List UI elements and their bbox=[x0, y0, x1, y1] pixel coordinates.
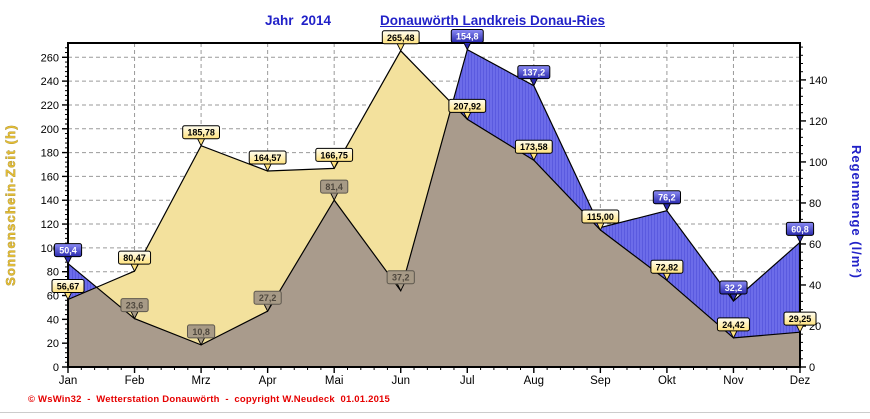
month-label: Nov bbox=[723, 375, 744, 387]
right-tick-label: 0 bbox=[809, 362, 815, 374]
axis-titles: Sonnenschein-Zeit (h) Regenmenge (l/m²) bbox=[3, 124, 864, 286]
data-label: 50,4 bbox=[59, 246, 77, 256]
axis-x: Jan Feb Mrz Apr Mai Jun Jul Aug Sep Okt Nov Dez bbox=[59, 367, 811, 387]
bottom-divider bbox=[0, 412, 870, 413]
month-label: Mrz bbox=[192, 375, 211, 387]
data-label: 173,58 bbox=[520, 142, 548, 152]
left-tick-label: 200 bbox=[41, 124, 59, 136]
data-label: 166,75 bbox=[320, 150, 348, 160]
month-label: Dez bbox=[790, 375, 811, 387]
data-labels-sunshine: 56,67 80,47 185,78 164,57 166,75 265,48 207,92… bbox=[51, 30, 817, 339]
month-label: Sep bbox=[590, 375, 610, 387]
copyright-text: © WsWin32 - Wetterstation Donauwörth - c… bbox=[28, 394, 391, 405]
month-label: Jan bbox=[59, 375, 78, 387]
left-tick-label: 220 bbox=[41, 100, 59, 112]
data-label: 137,2 bbox=[523, 68, 546, 78]
month-label: Jul bbox=[460, 375, 475, 387]
data-label: 56,67 bbox=[57, 281, 80, 291]
right-axis-title: Regenmenge (l/m²) bbox=[849, 145, 864, 279]
left-axis-title: Sonnenschein-Zeit (h) bbox=[3, 124, 18, 286]
series-outline-layer bbox=[67, 48, 801, 346]
data-label: 115,00 bbox=[587, 212, 614, 222]
left-tick-label: 20 bbox=[47, 338, 59, 350]
data-labels-rain: 50,4 23,6 10,8 27,2 81,4 37,2 154,8 137,2 76,2 32… bbox=[53, 29, 815, 346]
line-rain bbox=[67, 48, 801, 346]
data-label: 164,57 bbox=[254, 153, 282, 163]
data-label: 81,4 bbox=[325, 182, 343, 192]
left-tick-label: 180 bbox=[41, 148, 59, 160]
line-sunshine bbox=[67, 49, 801, 339]
right-tick-label: 140 bbox=[809, 75, 827, 87]
data-label: 76,2 bbox=[658, 193, 676, 203]
month-label: Mai bbox=[325, 375, 344, 387]
data-label: 72,82 bbox=[656, 262, 679, 272]
month-label: Apr bbox=[259, 375, 277, 387]
left-tick-label: 240 bbox=[41, 76, 59, 88]
data-label: 265,48 bbox=[387, 33, 415, 43]
right-tick-label: 120 bbox=[809, 116, 827, 128]
data-label: 32,2 bbox=[725, 283, 743, 293]
data-label: 23,6 bbox=[126, 301, 144, 311]
left-tick-label: 80 bbox=[47, 267, 59, 279]
data-label: 80,47 bbox=[123, 253, 146, 263]
area-layer bbox=[68, 49, 800, 368]
left-tick-label: 0 bbox=[53, 362, 59, 374]
right-tick-label: 100 bbox=[809, 157, 827, 169]
data-label: 27,2 bbox=[259, 293, 277, 303]
data-label: 24,42 bbox=[722, 320, 745, 330]
left-tick-label: 260 bbox=[41, 52, 59, 64]
left-tick-label: 60 bbox=[47, 291, 59, 303]
month-label: Aug bbox=[524, 375, 544, 387]
data-label: 29,25 bbox=[789, 314, 812, 324]
month-label: Feb bbox=[125, 375, 145, 387]
left-tick-label: 160 bbox=[41, 171, 59, 183]
left-tick-label: 140 bbox=[41, 195, 59, 207]
data-label: 154,8 bbox=[456, 32, 479, 42]
data-label: 185,78 bbox=[187, 128, 215, 138]
area-overlap bbox=[68, 104, 800, 368]
month-label: Jun bbox=[391, 375, 410, 387]
data-label: 37,2 bbox=[392, 273, 410, 283]
left-tick-label: 120 bbox=[41, 219, 59, 231]
data-label: 207,92 bbox=[454, 101, 482, 111]
data-label: 10,8 bbox=[192, 327, 210, 337]
chart-title-year: Jahr 2014 bbox=[265, 13, 332, 28]
month-label: Okt bbox=[658, 375, 677, 387]
right-tick-label: 80 bbox=[809, 198, 821, 210]
right-tick-label: 40 bbox=[809, 280, 821, 292]
right-tick-label: 60 bbox=[809, 239, 821, 251]
chart-title-station: Donauwörth Landkreis Donau-Ries bbox=[380, 13, 606, 28]
data-label: 60,8 bbox=[791, 224, 809, 234]
left-tick-label: 40 bbox=[47, 314, 59, 326]
